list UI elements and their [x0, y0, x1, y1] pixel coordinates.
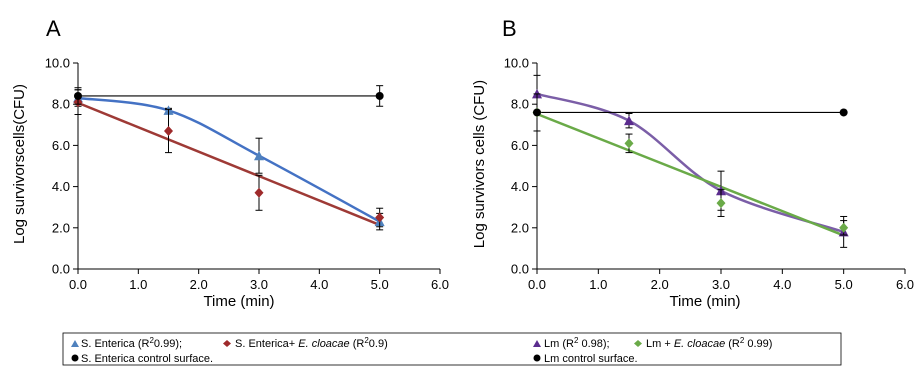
circle-marker-icon	[533, 354, 541, 362]
triangle-marker-icon	[71, 340, 79, 347]
legend-label: Lm + E. cloacae (R2 0.99)	[646, 336, 772, 351]
data-point-se_ec	[254, 187, 264, 198]
y-tick-label: 4.0	[511, 179, 529, 194]
legend-text-italic: E. cloacae	[298, 338, 349, 350]
x-tick-label: 0.0	[528, 277, 546, 292]
legend-text: 0.98);	[578, 338, 609, 350]
series-line-lm	[536, 92, 845, 234]
legend: S. Enterica (R20.99); S. Enterica+ E. cl…	[62, 332, 842, 366]
legend-text: 0.99)	[744, 338, 772, 350]
legend-label: Lm (R2 0.98);	[544, 336, 610, 351]
x-tick-label: 6.0	[896, 277, 914, 292]
data-point-lm	[624, 115, 634, 126]
legend-entry-s-enterica: S. Enterica (R20.99);	[71, 336, 182, 351]
legend-text: (R	[725, 338, 740, 350]
diamond-marker-icon	[634, 340, 642, 347]
diamond-marker-icon	[223, 340, 231, 347]
y-tick-label: 0.0	[511, 262, 529, 277]
x-tick-label: 0.0	[69, 277, 87, 292]
x-tick-label: 5.0	[371, 277, 389, 292]
panel-b: B Log survivors cells (CFU) Time (min) 0…	[471, 16, 914, 310]
y-tick-label: 2.0	[52, 220, 70, 235]
legend-frame	[62, 332, 842, 366]
legend-entry-s-enterica-control: S. Enterica control surface.	[71, 353, 213, 365]
circle-marker-icon	[71, 354, 79, 362]
y-axis-label: Log survivorscells(CFU)	[11, 84, 28, 244]
panel-label: A	[46, 16, 61, 41]
y-tick-label: 0.0	[52, 262, 70, 277]
y-tick-label: 6.0	[52, 138, 70, 153]
legend-superscript: 2	[574, 336, 579, 345]
panel-a: A Log survivorscells(CFU) Time (min) 0.0…	[11, 16, 449, 310]
y-axis-label: Log survivors cells (CFU)	[471, 80, 488, 248]
legend-entry-s-enterica-e-cloacae: S. Enterica+ E. cloacae (R20.9)	[223, 336, 388, 351]
series-line-se	[77, 96, 381, 223]
x-axis-label: Time (min)	[669, 293, 740, 310]
data-point-lm_ctrl	[533, 108, 541, 117]
x-tick-label: 2.0	[651, 277, 669, 292]
x-tick-label: 1.0	[589, 277, 607, 292]
x-tick-label: 3.0	[250, 277, 268, 292]
legend-text: Lm (R	[544, 338, 574, 350]
plot-area: 0.0 2.0 4.0 6.0 8.0 10.0 0.0 1.0 2.0 3.0 4.0 5.0 6.0	[504, 56, 914, 293]
plot-area: 0.0 2.0 4.0 6.0 8.0 10.0 0.0 1.0 2.0 3.0 4.0 5.0 6.0	[45, 56, 449, 293]
x-tick-label: 1.0	[129, 277, 147, 292]
legend-superscript: 2	[149, 336, 154, 345]
x-tick-label: 4.0	[310, 277, 328, 292]
legend-text: Lm +	[646, 338, 674, 350]
legend-text: S. Enterica+	[235, 338, 298, 350]
x-tick-label: 6.0	[431, 277, 449, 292]
data-point-lm_ec	[839, 222, 849, 233]
x-axis-label: Time (min)	[203, 293, 274, 310]
data-point-se_ec	[375, 212, 385, 223]
legend-superscript: 2	[364, 336, 369, 345]
legend-label: S. Enterica+ E. cloacae (R20.9)	[235, 336, 388, 351]
legend-text: 0.9)	[369, 338, 388, 350]
y-tick-label: 10.0	[504, 56, 529, 71]
x-tick-label: 2.0	[190, 277, 208, 292]
data-point-se_ctrl	[375, 91, 384, 100]
data-point-lm_ec	[624, 138, 634, 149]
legend-entry-lm: Lm (R2 0.98);	[533, 336, 610, 351]
series-line-se_ec	[77, 101, 381, 227]
legend-label: Lm control surface.	[544, 353, 638, 365]
panel-label: B	[502, 16, 517, 41]
legend-text: 0.99);	[154, 338, 182, 350]
data-point-se_ctrl	[74, 91, 82, 100]
data-point-se_ec	[164, 125, 173, 136]
data-point-lm_ctrl	[839, 108, 848, 117]
series-line-lm_ec	[536, 112, 845, 237]
y-tick-label: 2.0	[511, 220, 529, 235]
legend-text: S. Enterica (R	[81, 338, 150, 350]
y-tick-label: 6.0	[511, 138, 529, 153]
legend-label: S. Enterica control surface.	[81, 353, 213, 365]
y-tick-label: 8.0	[511, 97, 529, 112]
legend-text-italic: E. cloacae	[674, 338, 725, 350]
data-point-se	[254, 150, 264, 161]
legend-text: (R	[350, 338, 365, 350]
y-tick-label: 4.0	[52, 179, 70, 194]
legend-label: S. Enterica (R20.99);	[81, 336, 182, 351]
legend-entry-lm-control: Lm control surface.	[533, 353, 638, 365]
legend-entry-lm-e-cloacae: Lm + E. cloacae (R2 0.99)	[634, 336, 772, 351]
x-tick-label: 3.0	[712, 277, 730, 292]
legend-superscript: 2	[740, 336, 745, 345]
x-tick-label: 5.0	[835, 277, 853, 292]
triangle-marker-icon	[533, 340, 541, 347]
y-tick-label: 10.0	[45, 56, 70, 71]
y-tick-label: 8.0	[52, 97, 70, 112]
data-point-lm_ec	[716, 198, 726, 209]
x-tick-label: 4.0	[773, 277, 791, 292]
